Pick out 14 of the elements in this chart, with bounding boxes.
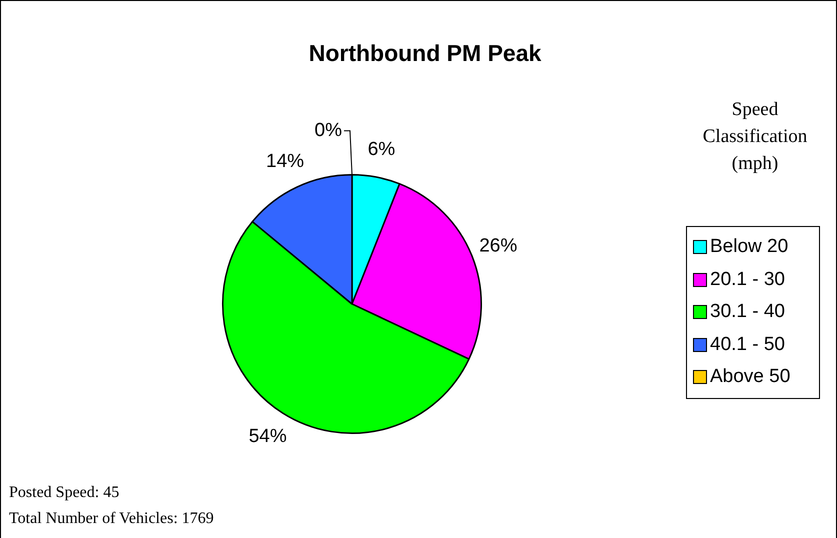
legend-label: 40.1 - 50 — [710, 334, 785, 356]
legend-title: Speed Classification (mph) — [702, 98, 808, 176]
data-label: 26% — [479, 235, 518, 256]
text: 0% — [314, 120, 342, 141]
legend-label: Below 20 — [710, 236, 788, 258]
text: Posted Speed: 45 — [9, 483, 120, 503]
legend-label: 30.1 - 40 — [710, 301, 785, 324]
data-label: 54% — [248, 426, 287, 448]
data-label: 6% — [368, 138, 396, 160]
legend-label: Above 50 — [710, 366, 790, 388]
data-label: 14% — [266, 150, 304, 172]
chart-title: Northbound PM Peak — [308, 40, 542, 67]
legend-label: 20.1 - 30 — [710, 268, 785, 291]
text: Total Number of Vehicles: 1769 — [9, 509, 214, 529]
